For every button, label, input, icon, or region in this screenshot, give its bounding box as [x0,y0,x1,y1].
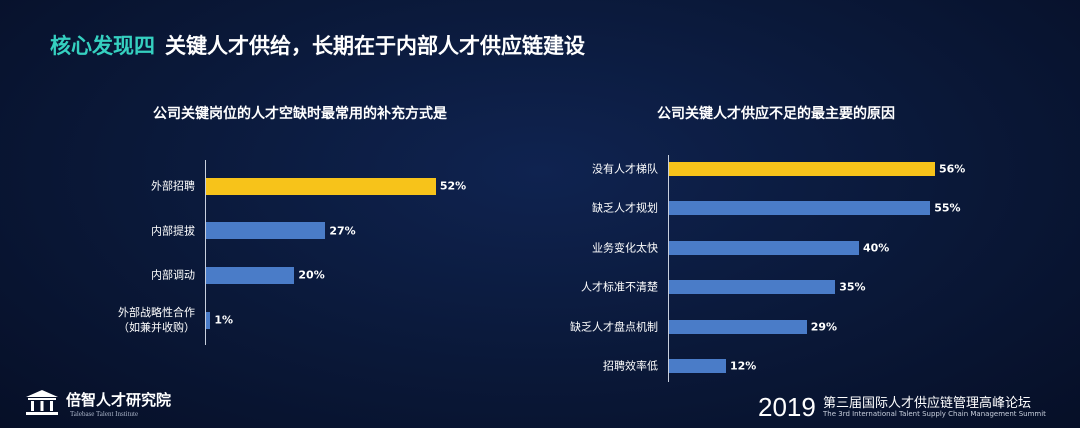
bar [669,201,931,216]
axis-line [668,155,669,382]
value-label: 55% [934,201,961,215]
value-label: 20% [298,268,325,282]
value-label: 27% [329,224,356,238]
value-label: 35% [839,280,866,294]
logo-name: 倍智人才研究院 [66,391,172,409]
event-name-en: The 3rd International Talent Supply Chai… [823,410,1046,418]
logo-icon [26,390,58,415]
bar [669,162,935,176]
bar [669,280,836,295]
category-label: 缺乏人才盘点机制 [570,320,658,334]
value-label: 29% [810,320,838,334]
logo-subtitle: Talebase Talent Institute [70,410,139,418]
bar [206,222,326,240]
category-label: 外部战略性合作 （如兼并收购） [118,306,195,335]
category-label: 没有人才梯队 [592,162,658,176]
chart-title: 公司关键岗位的人才空缺时最常用的补充方式是 [153,106,447,122]
bar [669,240,859,255]
category-label: 业务变化太快 [592,241,658,255]
chart-title: 公司关键人才供应不足的最主要的原因 [657,106,895,122]
bar [206,311,211,329]
value-label: 52% [439,179,467,193]
value-label: 40% [863,241,890,255]
category-label: 内部调动 [151,268,195,282]
category-label: 内部提拔 [151,224,195,238]
category-label: 招聘效率低 [603,359,658,373]
axis-line [205,160,206,345]
category-label: 缺乏人才规划 [592,201,658,215]
category-label: 外部招聘 [151,179,195,193]
event-year: 2019 [758,392,816,422]
bar [669,359,726,373]
bar [206,266,295,284]
value-label: 12% [730,359,757,373]
bar [206,177,436,195]
value-label: 1% [214,313,234,327]
category-label: 人才标准不清楚 [581,280,658,294]
value-label: 56% [939,162,966,176]
bar [669,319,807,334]
page-title: 核心发现四 关键人才供给，长期在于内部人才供应链建设 [50,30,585,60]
event-name: 第三届国际人才供应链管理高峰论坛 [823,396,1032,411]
title-highlight: 核心发现四 [50,34,155,58]
title-text: 关键人才供给，长期在于内部人才供应链建设 [165,34,585,58]
